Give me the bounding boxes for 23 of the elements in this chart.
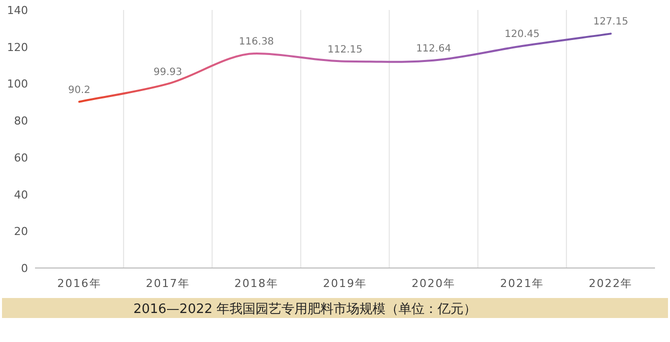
x-tick-label: 2019年 (323, 277, 367, 290)
text: 2016—2022 年我国园艺专用肥料市场规模（单位：亿元） (133, 302, 477, 317)
x-tick-label: 2021年 (500, 277, 544, 290)
y-tick-label: 100 (7, 78, 28, 91)
data-label: 90.2 (68, 84, 90, 96)
data-label: 127.15 (593, 16, 628, 28)
data-label: 116.38 (238, 36, 274, 48)
data-label: 99.93 (154, 66, 182, 78)
data-label: 112.15 (328, 44, 362, 56)
y-tick-label: 0 (21, 262, 28, 275)
y-tick-label: 40 (14, 188, 28, 202)
data-label: 120.45 (504, 29, 540, 40)
x-tick-label: 2018年 (234, 277, 278, 290)
data-label: 112.64 (416, 43, 452, 54)
x-tick-label: 2020年 (412, 277, 456, 290)
y-tick-label: 120 (7, 40, 28, 54)
y-tick-label: 20 (14, 225, 28, 238)
y-tick-label: 140 (7, 4, 28, 17)
y-tick-label: 80 (14, 114, 28, 128)
x-tick-label: 2022年 (588, 277, 633, 290)
x-tick-label: 2016年 (57, 277, 102, 290)
x-tick-label: 2017年 (146, 277, 190, 290)
y-tick-label: 60 (14, 151, 28, 164)
